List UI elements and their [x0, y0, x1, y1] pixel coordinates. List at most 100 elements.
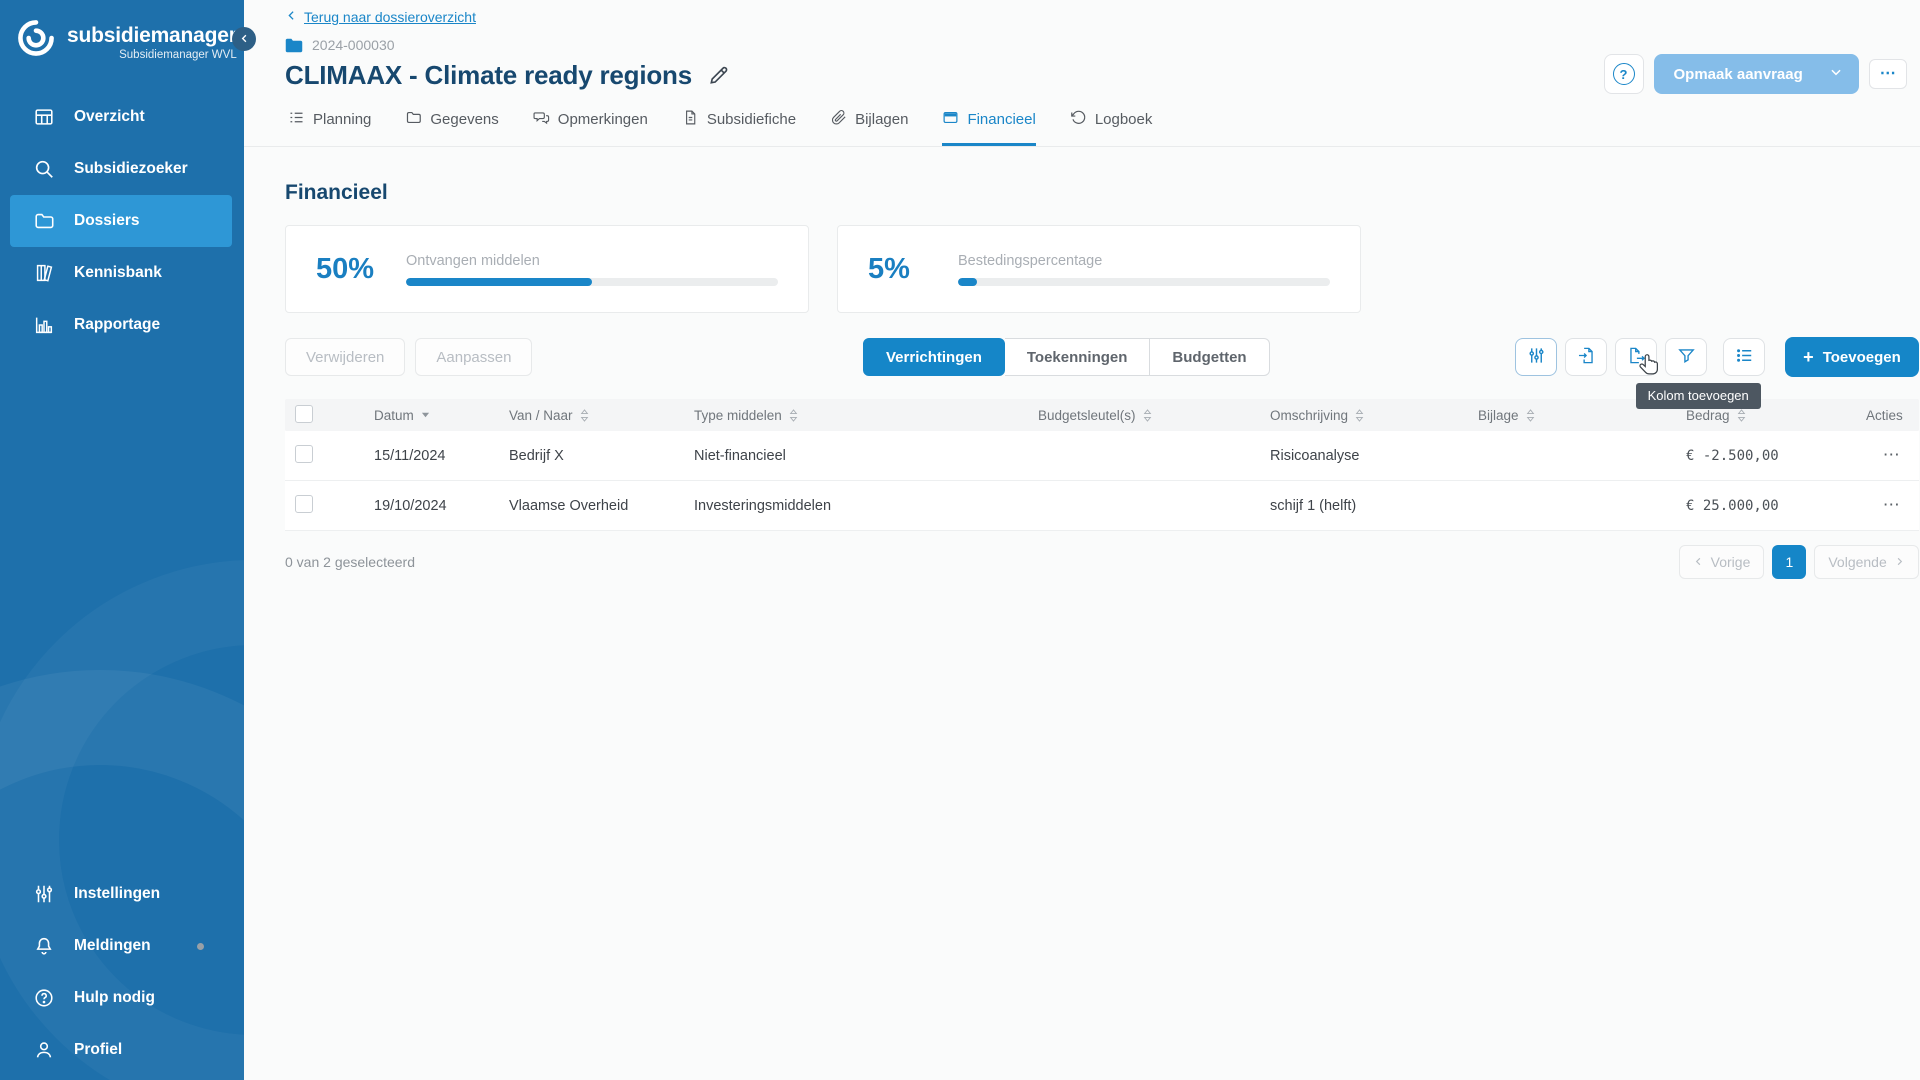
column-header-datum[interactable]: Datum — [364, 408, 499, 423]
verrichtingen-table: Datum Van / Naar Type middelen Budgetsle… — [285, 399, 1919, 531]
sidebar-item-label: Instellingen — [74, 885, 161, 902]
import-button[interactable] — [1565, 338, 1608, 376]
tab-gegevens[interactable]: Gegevens — [405, 109, 499, 146]
tab-toekenningen[interactable]: Toekenningen — [1004, 338, 1151, 376]
column-header-van-naar[interactable]: Van / Naar — [499, 408, 684, 423]
sidebar-item-label: Subsidiezoeker — [74, 160, 188, 178]
more-options-button[interactable]: ⋯ — [1868, 59, 1907, 89]
tab-label: Gegevens — [430, 111, 499, 128]
delete-button[interactable]: Verwijderen — [285, 338, 406, 376]
tab-subsidiefiche[interactable]: Subsidiefiche — [682, 109, 796, 146]
sidebar-item-profiel[interactable]: Profiel — [10, 1024, 232, 1076]
tabs-divider — [244, 146, 1920, 147]
opmaak-aanvraag-button[interactable]: Opmaak aanvraag — [1653, 54, 1859, 94]
sidebar-collapse-button[interactable] — [232, 27, 256, 51]
select-all-checkbox[interactable] — [295, 404, 313, 423]
tab-budgetten[interactable]: Budgetten — [1150, 338, 1270, 376]
sidebar-item-instellingen[interactable]: Instellingen — [10, 868, 232, 920]
row-actions-button[interactable]: ⋯ — [1882, 495, 1901, 515]
sidebar-item-kennisbank[interactable]: Kennisbank — [10, 247, 232, 299]
help-button[interactable]: ? — [1603, 54, 1644, 94]
column-header-bedrag[interactable]: Bedrag — [1676, 408, 1856, 423]
add-button[interactable]: + Toevoegen — [1785, 337, 1919, 377]
stat-value: 50% — [316, 252, 375, 285]
sidebar-item-label: Meldingen — [74, 937, 151, 954]
tab-verrichtingen[interactable]: Verrichtingen — [863, 338, 1005, 376]
table-row[interactable]: 15/11/2024 Bedrijf X Niet-financieel Ris… — [285, 431, 1919, 481]
edit-button[interactable]: Aanpassen — [415, 338, 533, 376]
dossier-number: 2024-000030 — [312, 37, 395, 53]
tab-label: Financieel — [967, 111, 1036, 128]
chevron-left-icon — [1693, 554, 1704, 570]
tab-label: Planning — [313, 111, 372, 128]
folder-icon — [285, 38, 303, 52]
pagination: Vorige 1 Volgende — [1678, 545, 1919, 579]
export-button[interactable] — [1615, 338, 1658, 376]
sort-desc-icon — [421, 412, 429, 418]
tab-opmerkingen[interactable]: Opmerkingen — [533, 109, 648, 146]
books-icon — [32, 261, 56, 285]
row-checkbox[interactable] — [295, 494, 313, 513]
column-header-type-middelen[interactable]: Type middelen — [684, 408, 1028, 423]
sliders-icon — [32, 882, 56, 906]
filter-button[interactable] — [1665, 338, 1708, 376]
view-switcher: Verrichtingen Toekenningen Budgetten — [863, 338, 1270, 376]
row-checkbox[interactable] — [295, 444, 313, 463]
sidebar-item-hulp-nodig[interactable]: Hulp nodig — [10, 972, 232, 1024]
column-settings-button[interactable] — [1515, 338, 1558, 376]
tab-financieel[interactable]: Financieel — [942, 109, 1036, 146]
cell-omschrijving: schijf 1 (helft) — [1270, 497, 1357, 514]
column-header-bijlage[interactable]: Bijlage — [1468, 408, 1676, 423]
sidebar-item-label: Dossiers — [74, 212, 140, 230]
breadcrumb: 2024-000030 — [285, 37, 1905, 53]
stat-label: Bestedingspercentage — [958, 252, 1103, 269]
progress-fill — [406, 277, 592, 286]
back-link-label: Terug naar dossieroverzicht — [304, 9, 476, 25]
app-logo: subsidiemanager Subsidiemanager WVL — [0, 0, 244, 61]
grid-icon — [32, 105, 56, 129]
cell-bedrag: € -2.500,00 — [1686, 447, 1779, 464]
edit-icon[interactable] — [707, 64, 730, 87]
sidebar-item-rapportage[interactable]: Rapportage — [10, 299, 232, 351]
sort-icon — [1355, 408, 1364, 422]
table-row[interactable]: 19/10/2024 Vlaamse Overheid Investerings… — [285, 481, 1919, 531]
sort-icon — [580, 408, 588, 422]
next-label: Volgende — [1828, 554, 1887, 570]
cell-type-middelen: Niet-financieel — [694, 447, 786, 464]
list-view-button[interactable] — [1723, 338, 1766, 376]
prev-page-button[interactable]: Vorige — [1678, 545, 1765, 579]
sidebar-item-dossiers[interactable]: Dossiers — [10, 195, 232, 248]
import-document-icon — [1577, 346, 1596, 368]
tab-bijlagen[interactable]: Bijlagen — [830, 109, 908, 146]
ellipsis-icon: ⋯ — [1879, 65, 1896, 82]
notification-dot — [197, 942, 204, 950]
next-page-button[interactable]: Volgende — [1814, 545, 1919, 579]
chat-icon — [533, 109, 550, 130]
folder-icon — [32, 209, 56, 233]
cell-datum: 19/10/2024 — [374, 497, 447, 514]
tab-label: Logboek — [1094, 111, 1153, 128]
user-icon — [32, 1038, 56, 1062]
column-header-omschrijving[interactable]: Omschrijving — [1260, 408, 1468, 423]
column-header-budgetsleutel[interactable]: Budgetsleutel(s) — [1028, 408, 1260, 423]
sidebar-item-meldingen[interactable]: Meldingen — [10, 920, 232, 972]
tab-label: Bijlagen — [855, 111, 909, 128]
document-icon — [682, 109, 699, 130]
tab-planning[interactable]: Planning — [288, 109, 371, 146]
tab-label: Opmerkingen — [557, 111, 648, 128]
sort-icon — [1143, 408, 1151, 422]
list-icon — [288, 109, 305, 130]
tab-logboek[interactable]: Logboek — [1070, 109, 1153, 146]
table-controls: Verwijderen Aanpassen Verrichtingen Toek… — [285, 337, 1919, 409]
row-actions-button[interactable]: ⋯ — [1882, 445, 1901, 465]
logo-title: subsidiemanager — [67, 24, 237, 47]
page-number-button[interactable]: 1 — [1772, 545, 1807, 579]
list-detail-icon — [1735, 346, 1754, 368]
prev-label: Vorige — [1710, 554, 1751, 570]
stat-card-ontvangen: 50% Ontvangen middelen — [285, 225, 809, 313]
sidebar-item-overzicht[interactable]: Overzicht — [10, 91, 232, 143]
logo-subtitle: Subsidiemanager WVL — [119, 49, 237, 62]
sidebar-item-subsidiezoeker[interactable]: Subsidiezoeker — [10, 143, 232, 195]
back-link[interactable]: Terug naar dossieroverzicht — [285, 9, 476, 25]
